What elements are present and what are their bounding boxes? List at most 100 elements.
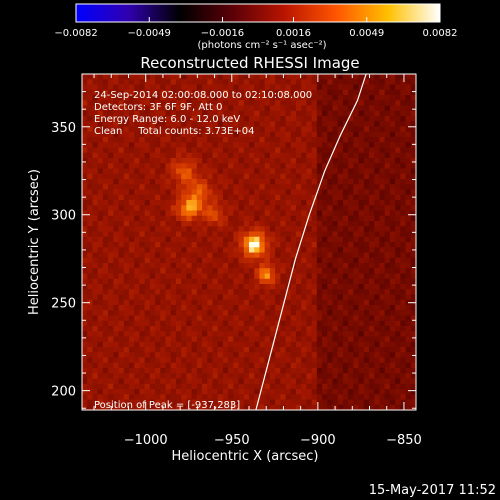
heatmap-cell [202,378,208,385]
heatmap-cell [306,315,313,322]
heatmap-cell [306,116,313,122]
heatmap-cell [165,179,172,185]
heatmap-cell [405,404,412,410]
heatmap-cell [311,100,318,107]
heatmap-cell [186,299,193,306]
heatmap-cell [316,315,323,322]
heatmap-cell [175,89,182,96]
heatmap-cell [395,226,401,233]
heatmap-cell [155,131,161,138]
heatmap-cell [207,215,214,222]
heatmap-cell [222,205,229,212]
heatmap-cell [348,147,354,154]
heatmap-cell [306,84,313,91]
heatmap-cell [342,336,349,343]
heatmap-cell [369,147,375,154]
heatmap-cell [238,299,245,306]
heatmap-cell [228,305,234,311]
heatmap-cell [222,163,229,170]
heatmap-cell [379,200,386,206]
info-annotations: 24-Sep-2014 02:00:08.000 to 02:10:08.000… [94,90,312,411]
heatmap-cell [181,215,187,222]
heatmap-cell [222,373,229,380]
heatmap-cell [181,116,187,122]
heatmap-cell [316,74,323,80]
heatmap-cell [254,368,261,374]
heatmap-cell [222,247,229,254]
heatmap-cell [295,116,302,122]
heatmap-cell [92,116,99,122]
heatmap-cell [280,273,287,280]
heatmap-cell [259,305,266,311]
heatmap-cell [113,373,120,380]
heatmap-cell [238,121,245,128]
heatmap-cell [353,284,360,290]
heatmap-cell [87,84,94,91]
heatmap-cell [160,305,167,311]
heatmap-cell [322,152,328,159]
heatmap-cell [160,131,167,138]
heatmap-cell [311,79,318,86]
heatmap-cell [165,357,172,364]
heatmap-cell [327,347,334,353]
heatmap-cell [395,200,401,206]
heatmap-cell [113,368,120,374]
heatmap-cell [212,247,219,254]
heatmap-cell [243,268,250,275]
heatmap-cell [97,184,104,191]
heatmap-cell [118,368,125,374]
heatmap-cell [400,147,407,154]
heatmap-cell [202,278,208,285]
heatmap-cell [238,79,245,86]
heatmap-cell [139,100,146,107]
heatmap-cell [202,362,208,369]
heatmap-cell [389,289,396,296]
heatmap-cell [405,289,412,296]
heatmap-cell [191,236,198,243]
heatmap-cell [170,289,177,296]
heatmap-cell [217,226,224,233]
heatmap-cell [337,289,344,296]
heatmap-cell [186,79,193,86]
heatmap-cell [207,294,214,301]
heatmap-cell [243,252,250,259]
heatmap-cell [181,131,187,138]
heatmap-cell [264,74,271,80]
heatmap-cell [155,142,161,149]
heatmap-cell [139,121,146,128]
heatmap-cell [149,215,156,222]
heatmap-cell [160,242,167,248]
heatmap-cell [207,179,214,185]
heatmap-cell [181,389,187,395]
heatmap-cell [389,252,396,259]
heatmap-cell [405,84,412,91]
heatmap-cell [285,184,292,191]
heatmap-cell [202,142,208,149]
heatmap-cell [395,131,401,138]
heatmap-cell [212,273,219,280]
heatmap-cell [82,89,88,96]
heatmap-cell [228,389,234,395]
heatmap-cell [108,89,114,96]
heatmap-cell [175,399,182,406]
heatmap-cell [222,394,229,401]
heatmap-cell [358,226,365,233]
heatmap-cell [123,231,130,238]
heatmap-cell [389,236,396,243]
heatmap-cell [254,326,261,332]
heatmap-cell [123,389,130,395]
heatmap-cell [363,173,370,180]
x-tick-label: −850 [386,433,422,448]
heatmap-cell [139,247,146,254]
heatmap-cell [170,226,177,233]
heatmap-cell [82,242,88,248]
heatmap-cell [217,179,224,185]
heatmap-cell [400,163,407,170]
heatmap-cell [181,373,187,380]
heatmap-cell [97,200,104,206]
heatmap-cell [379,284,386,290]
heatmap-cell [254,389,261,395]
heatmap-cell [175,131,182,138]
heatmap-cell [301,179,308,185]
heatmap-cell [358,257,365,264]
